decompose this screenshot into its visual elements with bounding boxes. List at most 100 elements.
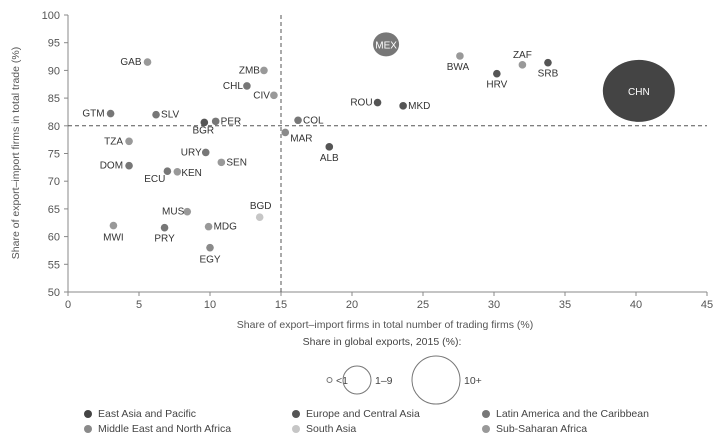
point-col	[294, 116, 302, 125]
x-tick-label: 30	[488, 299, 500, 311]
point-mwi	[109, 221, 118, 230]
y-tick-label: 85	[48, 93, 60, 105]
point-label-sen: SEN	[226, 157, 247, 168]
point-label-mex: MEX	[375, 40, 397, 51]
point-label-per: PER	[221, 116, 242, 127]
reference-lines	[68, 15, 707, 292]
point-mar	[281, 128, 290, 137]
y-tick-label: 90	[48, 65, 60, 77]
legend-item-ssa: Sub-Saharan Africa	[482, 423, 704, 435]
point-label-bwa: BWA	[447, 62, 470, 73]
point-sen	[217, 158, 226, 167]
axes-group: 50 55 60 65 70 75 80 85 90 95 100 0 5 10 15 20 25 30 35 40 4…	[42, 10, 713, 311]
y-tick-label: 65	[48, 204, 60, 216]
point-label-zmb: ZMB	[239, 65, 260, 76]
point-zaf	[518, 61, 527, 69]
x-tick-label: 0	[65, 299, 71, 311]
point-label-ecu: ECU	[144, 174, 165, 185]
x-tick-label: 25	[417, 299, 429, 311]
point-per	[211, 117, 220, 126]
point-label-egy: EGY	[199, 255, 220, 266]
point-label-rou: ROU	[350, 98, 372, 109]
legend-item-lac: Latin America and the Caribbean	[482, 408, 704, 420]
point-slv	[152, 110, 160, 119]
point-label-alb: ALB	[320, 153, 339, 164]
y-tick-label: 70	[48, 176, 60, 188]
data-labels: GAB ZMB CHL CIV GTM SLV BGR PER COL MAR TZA ALB URY S…	[82, 40, 649, 265]
size-legend-circle-large	[411, 355, 461, 405]
legend-label-lac: Latin America and the Caribbean	[496, 408, 649, 420]
legend-label-mena: Middle East and North Africa	[98, 423, 232, 435]
point-bgd	[255, 213, 264, 222]
region-legend: East Asia and Pacific Europe and Central …	[84, 408, 704, 435]
legend-label-sa: South Asia	[306, 423, 357, 435]
y-tick-label: 50	[48, 287, 60, 299]
point-label-mwi: MWI	[103, 233, 124, 244]
point-rou	[373, 98, 382, 107]
point-label-slv: SLV	[161, 110, 179, 121]
size-legend-label-medium: 1–9	[375, 375, 393, 387]
size-legend-label-large: 10+	[464, 375, 482, 387]
point-mdg	[204, 222, 213, 231]
y-tick-label: 60	[48, 232, 60, 244]
point-ken	[173, 167, 182, 176]
point-label-mus: MUS	[162, 207, 185, 218]
point-zmb	[260, 66, 268, 75]
point-ecu	[163, 167, 172, 176]
legend-swatch-ssa	[482, 425, 490, 433]
point-hrv	[493, 69, 501, 78]
x-tick-label: 40	[630, 299, 642, 311]
point-mus	[183, 207, 192, 216]
point-label-bgd: BGD	[250, 201, 272, 212]
point-label-mdg: MDG	[214, 222, 238, 233]
point-bgr	[200, 118, 209, 127]
point-label-gtm: GTM	[82, 109, 104, 120]
legend-swatch-lac	[482, 410, 490, 418]
point-tza	[125, 137, 133, 146]
point-label-col: COL	[303, 115, 324, 126]
y-tick-label: 80	[48, 121, 60, 133]
scatter-chart: 50 55 60 65 70 75 80 85 90 95 100 0 5 10 15 20 25 30 35 40 4…	[10, 10, 713, 405]
x-tick-label: 15	[275, 299, 287, 311]
x-tick-label: 5	[136, 299, 142, 311]
point-egy	[206, 243, 214, 252]
point-label-mar: MAR	[290, 133, 312, 144]
y-tick-label: 100	[42, 10, 60, 22]
point-label-chl: CHL	[223, 81, 243, 92]
data-points	[106, 32, 675, 252]
y-axis-title: Share of export–import firms in total tr…	[10, 47, 22, 259]
x-tick-label: 20	[346, 299, 358, 311]
size-legend-circle-medium	[342, 365, 372, 395]
size-legend-label-small: <1	[336, 375, 348, 387]
legend-swatch-mena	[84, 425, 92, 433]
point-gab	[143, 58, 152, 66]
x-tick-label: 45	[701, 299, 713, 311]
point-gtm	[106, 109, 115, 118]
point-label-bgr: BGR	[192, 125, 214, 136]
size-legend-circle-small	[326, 377, 333, 383]
point-label-ury: URY	[181, 147, 202, 158]
point-ury	[201, 148, 210, 157]
legend-item-eca: Europe and Central Asia	[292, 408, 482, 420]
legend-item-mena: Middle East and North Africa	[84, 423, 292, 435]
x-tick-label: 10	[204, 299, 216, 311]
x-tick-label: 35	[559, 299, 571, 311]
x-axis-title: Share of export–import firms in total nu…	[237, 319, 533, 331]
point-label-zaf: ZAF	[513, 50, 532, 61]
point-label-dom: DOM	[100, 161, 123, 172]
legend-swatch-sa	[292, 425, 300, 433]
legend-label-ssa: Sub-Saharan Africa	[496, 423, 588, 435]
y-tick-label: 75	[48, 149, 60, 161]
point-pry	[160, 223, 169, 232]
point-bwa	[456, 52, 464, 60]
legend-label-eap: East Asia and Pacific	[98, 408, 197, 420]
point-label-civ: CIV	[253, 90, 270, 101]
size-legend-title: Share in global exports, 2015 (%):	[303, 336, 462, 348]
point-label-tza: TZA	[104, 136, 123, 147]
point-label-mkd: MKD	[408, 101, 430, 112]
point-label-srb: SRB	[538, 69, 559, 80]
legend-item-sa: South Asia	[292, 423, 482, 435]
point-label-gab: GAB	[120, 57, 141, 68]
point-mkd	[399, 102, 407, 110]
point-chn	[602, 59, 675, 122]
